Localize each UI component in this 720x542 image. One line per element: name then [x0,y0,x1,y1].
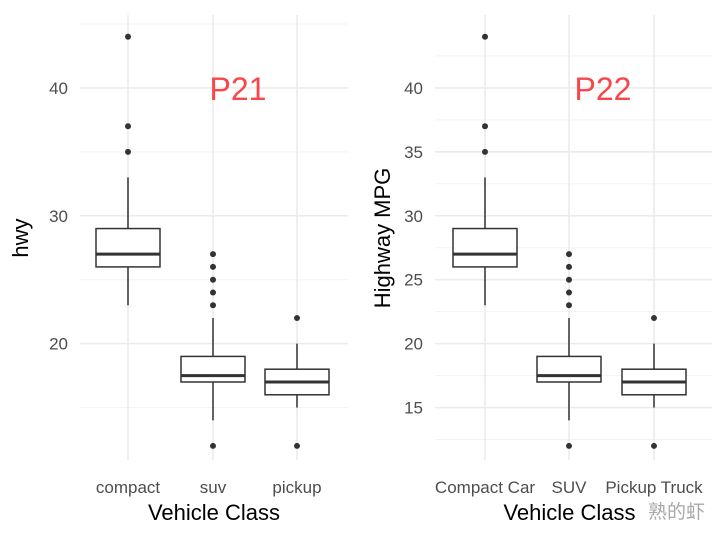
x-tick-label: SUV [552,478,588,497]
outlier-point [651,315,657,322]
y-tick-label: 35 [404,143,423,162]
x-tick-label: suv [200,478,227,497]
outlier-point [566,251,572,258]
x-tick-label: pickup [272,478,321,497]
outlier-point [210,263,216,270]
y-tick-label: 30 [49,207,68,226]
panel-label: P22 [575,71,632,107]
box-iqr [95,227,161,268]
outlier-point [294,315,300,322]
y-axis-title: Highway MPG [370,168,395,309]
outlier-point [566,302,572,309]
outlier-point [651,442,657,449]
outlier-point [566,442,572,449]
outlier-point [210,251,216,258]
outlier-point [566,289,572,296]
x-tick-label: Pickup Truck [605,478,703,497]
watermark: 熟的虾 [648,501,706,523]
box-iqr [536,355,602,383]
outlier-point [482,148,488,155]
outlier-point [125,148,131,155]
outlier-point [125,33,131,40]
x-tick-label: Compact Car [435,478,535,497]
outlier-point [210,276,216,283]
outlier-point [210,442,216,449]
panel-label: P21 [210,71,267,107]
y-tick-label: 40 [49,79,68,98]
x-axis-title: Vehicle Class [148,500,280,525]
outlier-point [482,33,488,40]
outlier-point [210,302,216,309]
outlier-point [566,276,572,283]
outlier-point [482,123,488,130]
box-iqr [180,355,246,383]
y-tick-label: 20 [49,335,68,354]
outlier-point [125,123,131,130]
x-axis-title: Vehicle Class [503,500,635,525]
outlier-point [294,442,300,449]
y-axis-title: hwy [8,218,33,257]
x-tick-label: compact [96,478,161,497]
y-tick-label: 30 [404,207,423,226]
outlier-point [566,263,572,270]
y-tick-label: 20 [404,335,423,354]
outlier-point [210,289,216,296]
y-tick-label: 25 [404,271,423,290]
y-tick-label: 15 [404,399,423,418]
box-iqr [452,227,518,268]
y-tick-label: 40 [404,79,423,98]
